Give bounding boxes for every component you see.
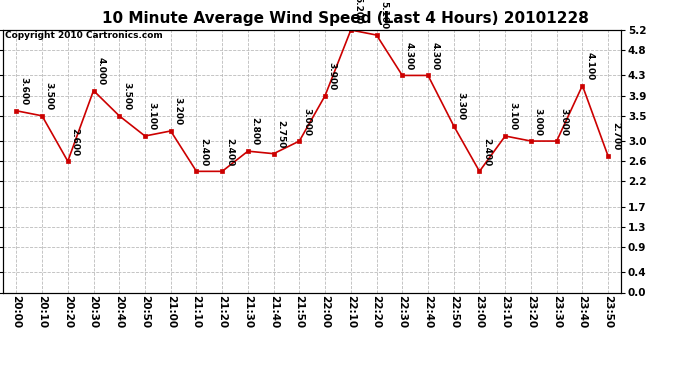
Text: 4.100: 4.100 (585, 52, 594, 80)
Text: 3.000: 3.000 (534, 108, 543, 135)
Text: 2.400: 2.400 (482, 138, 491, 166)
Text: 2.800: 2.800 (250, 117, 259, 146)
Text: 4.300: 4.300 (405, 42, 414, 70)
Text: 2.750: 2.750 (277, 120, 286, 148)
Text: 3.000: 3.000 (560, 108, 569, 135)
Text: 2.400: 2.400 (225, 138, 234, 166)
Text: 3.600: 3.600 (19, 77, 28, 105)
Text: 3.200: 3.200 (173, 97, 182, 125)
Text: 3.900: 3.900 (328, 62, 337, 90)
Text: 3.300: 3.300 (457, 92, 466, 120)
Text: 2.600: 2.600 (70, 128, 79, 156)
Text: 2.400: 2.400 (199, 138, 208, 166)
Text: 5.200: 5.200 (353, 0, 363, 24)
Text: 3.100: 3.100 (148, 102, 157, 130)
Text: 5.100: 5.100 (380, 2, 388, 30)
Text: 3.100: 3.100 (508, 102, 517, 130)
Text: 4.300: 4.300 (431, 42, 440, 70)
Text: 10 Minute Average Wind Speed (Last 4 Hours) 20101228: 10 Minute Average Wind Speed (Last 4 Hou… (101, 11, 589, 26)
Text: 3.500: 3.500 (45, 82, 54, 110)
Text: 3.000: 3.000 (302, 108, 311, 135)
Text: 4.000: 4.000 (97, 57, 106, 85)
Text: Copyright 2010 Cartronics.com: Copyright 2010 Cartronics.com (5, 32, 162, 40)
Text: 2.700: 2.700 (611, 122, 620, 151)
Text: 3.500: 3.500 (122, 82, 131, 110)
